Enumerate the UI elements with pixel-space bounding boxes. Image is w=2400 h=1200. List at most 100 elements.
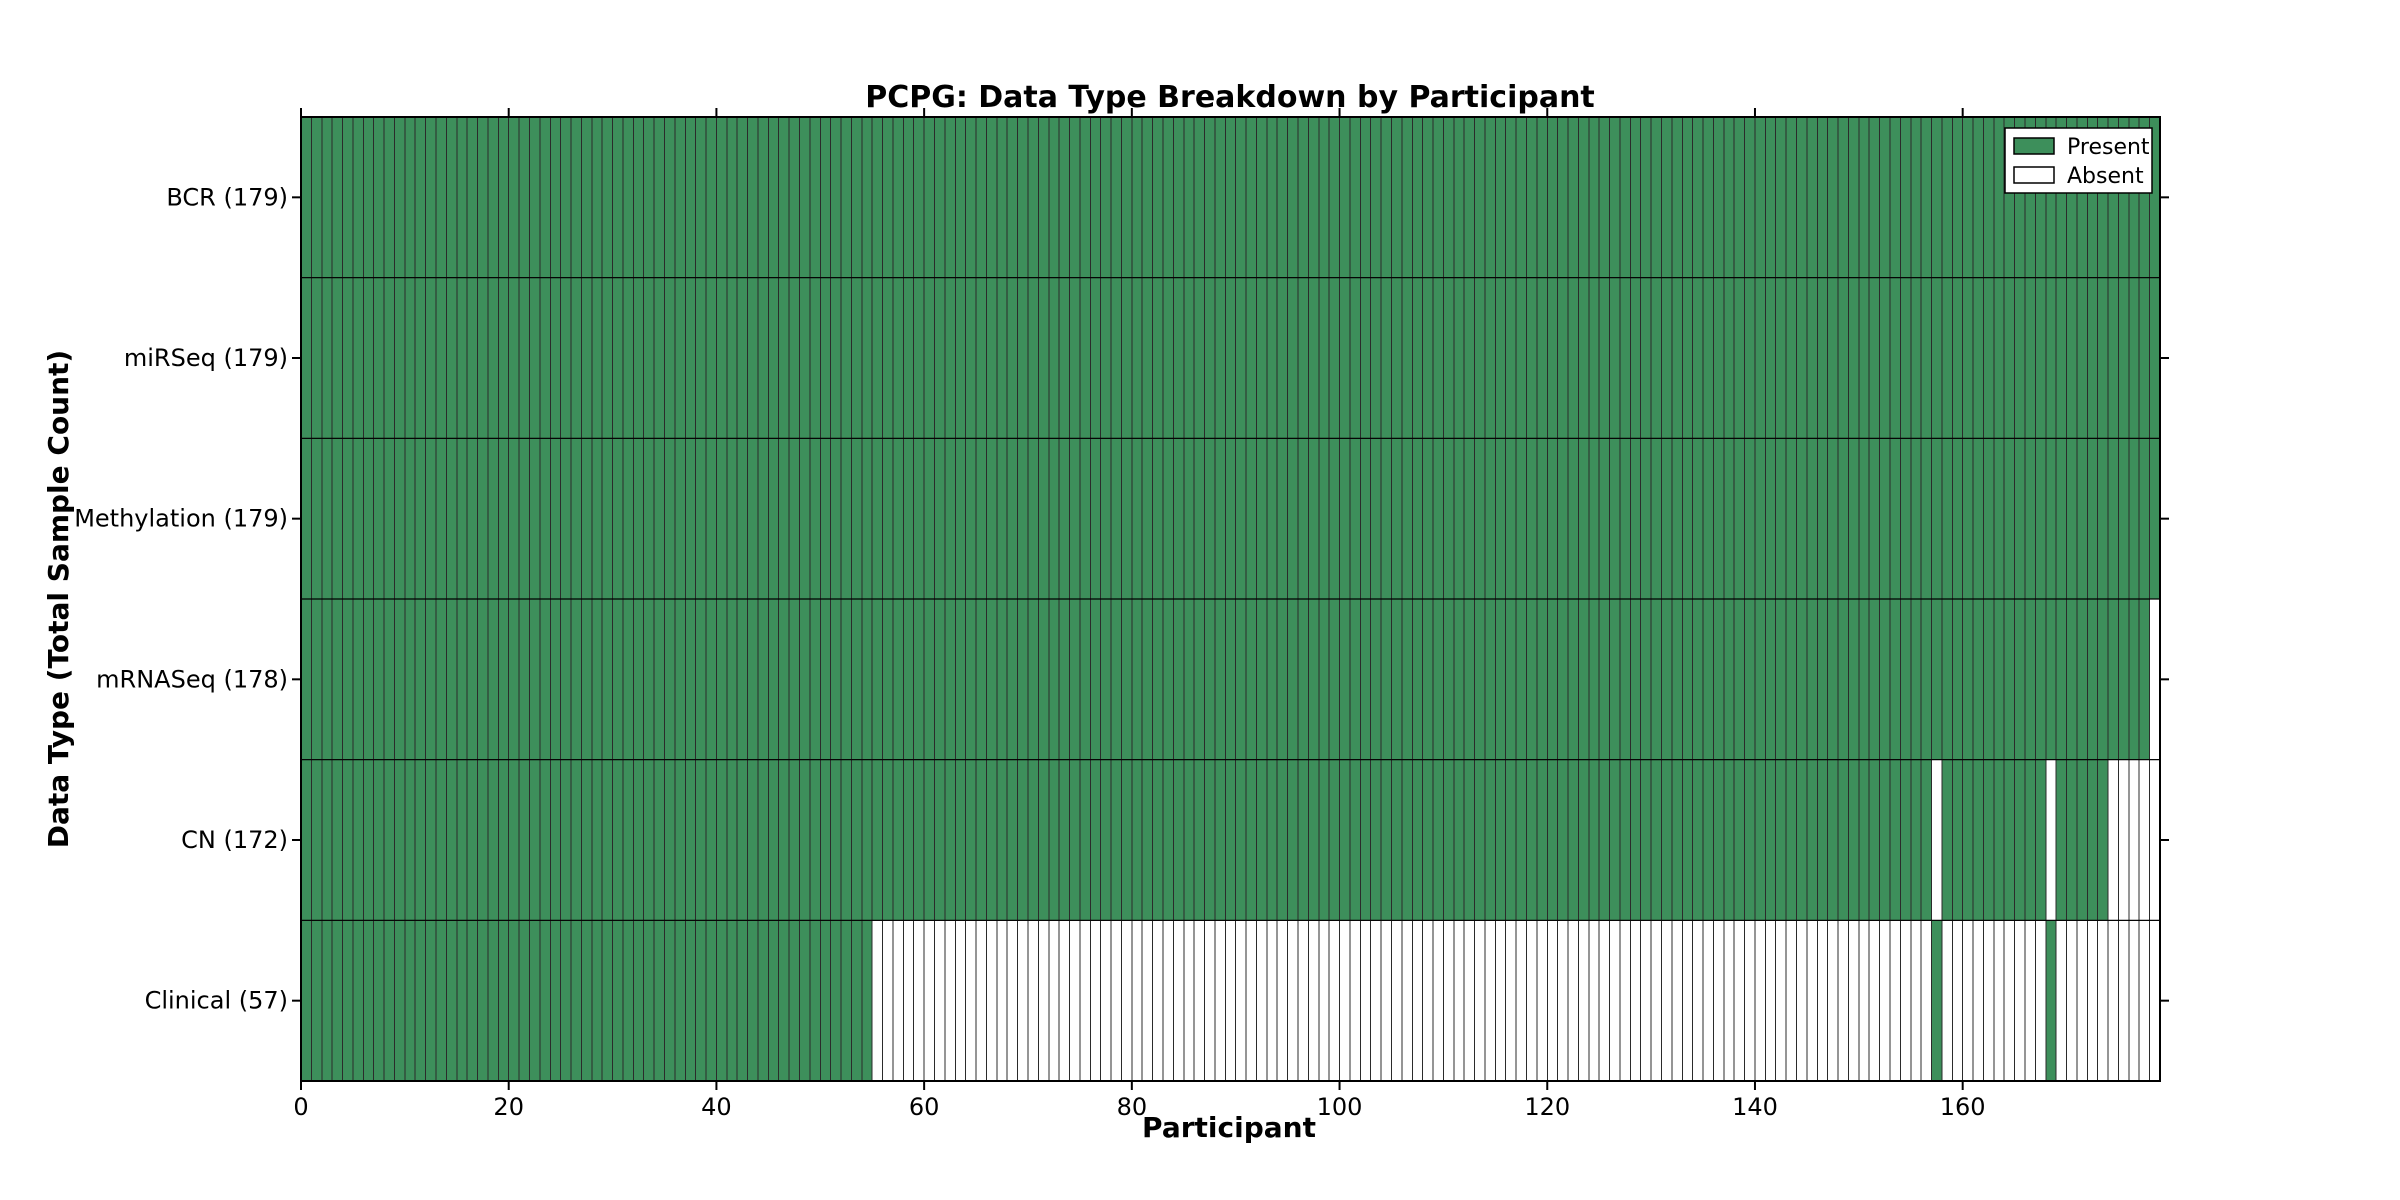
matrix-cell bbox=[2066, 437, 2078, 600]
matrix-cell bbox=[414, 277, 427, 439]
x-tick-label: 80 bbox=[1117, 1093, 1148, 1121]
matrix-cell bbox=[1640, 116, 1652, 279]
matrix-cell bbox=[778, 277, 790, 439]
matrix-cell bbox=[1183, 116, 1195, 279]
matrix-cell bbox=[2014, 919, 2026, 1082]
matrix-cell bbox=[518, 116, 530, 279]
matrix-cell bbox=[1775, 437, 1787, 600]
matrix-cell bbox=[1962, 759, 1974, 921]
matrix-cell bbox=[954, 437, 967, 600]
matrix-cell bbox=[2138, 598, 2151, 761]
matrix-cell bbox=[1619, 116, 1631, 279]
x-tick-label: 0 bbox=[293, 1093, 308, 1121]
matrix-cell bbox=[310, 437, 323, 600]
matrix-cell bbox=[1328, 598, 1341, 761]
matrix-cell bbox=[2138, 759, 2151, 921]
matrix-cell bbox=[850, 116, 863, 279]
matrix-cell bbox=[580, 437, 593, 600]
matrix-cell bbox=[1744, 277, 1756, 439]
matrix-cell bbox=[747, 919, 759, 1082]
matrix-cell bbox=[2076, 759, 2088, 921]
matrix-cell bbox=[1910, 759, 1922, 921]
matrix-cell bbox=[1671, 277, 1683, 439]
matrix-cell bbox=[1764, 277, 1777, 439]
matrix-cell bbox=[1422, 437, 1434, 600]
matrix-cell bbox=[726, 116, 738, 279]
matrix-cell bbox=[425, 277, 437, 439]
matrix-cell bbox=[1390, 919, 1403, 1082]
matrix-cell bbox=[1287, 919, 1299, 1082]
matrix-cell bbox=[1577, 116, 1590, 279]
matrix-cell bbox=[477, 116, 489, 279]
matrix-cell bbox=[2107, 437, 2119, 600]
matrix-cell bbox=[435, 919, 447, 1082]
matrix-cell bbox=[819, 116, 832, 279]
matrix-cell bbox=[352, 116, 364, 279]
matrix-cell bbox=[425, 759, 437, 921]
matrix-cell bbox=[1879, 277, 1891, 439]
matrix-cell bbox=[1754, 598, 1766, 761]
matrix-cell bbox=[726, 598, 738, 761]
matrix-cell bbox=[612, 919, 624, 1082]
matrix-cell bbox=[1588, 116, 1600, 279]
matrix-cell bbox=[809, 277, 821, 439]
matrix-cell bbox=[695, 759, 707, 921]
matrix-cell bbox=[1899, 437, 1912, 600]
matrix-cell bbox=[1858, 116, 1870, 279]
matrix-cell bbox=[632, 598, 645, 761]
matrix-cell bbox=[684, 437, 697, 600]
matrix-cell bbox=[1536, 277, 1548, 439]
matrix-cell bbox=[1089, 116, 1102, 279]
matrix-cell bbox=[2138, 919, 2151, 1082]
matrix-cell bbox=[2086, 598, 2099, 761]
matrix-cell bbox=[1006, 919, 1019, 1082]
matrix-cell bbox=[1557, 116, 1569, 279]
matrix-cell bbox=[1525, 277, 1538, 439]
matrix-cell bbox=[539, 598, 551, 761]
matrix-cell bbox=[1951, 919, 1964, 1082]
matrix-cell bbox=[1307, 919, 1320, 1082]
matrix-cell bbox=[1287, 277, 1299, 439]
matrix-cell bbox=[1307, 437, 1320, 600]
matrix-cell bbox=[1214, 598, 1226, 761]
matrix-cell bbox=[591, 759, 603, 921]
matrix-cell bbox=[1567, 759, 1579, 921]
matrix-cell bbox=[1941, 277, 1953, 439]
matrix-cell bbox=[736, 759, 749, 921]
chart-title: PCPG: Data Type Breakdown by Participant bbox=[865, 80, 1595, 115]
matrix-cell bbox=[809, 116, 821, 279]
matrix-cell bbox=[892, 116, 904, 279]
matrix-cell bbox=[809, 598, 821, 761]
matrix-cell bbox=[1598, 919, 1611, 1082]
matrix-cell bbox=[1339, 116, 1351, 279]
matrix-cell bbox=[518, 759, 530, 921]
matrix-cell bbox=[1536, 598, 1548, 761]
matrix-cell bbox=[414, 598, 427, 761]
matrix-cell bbox=[1982, 759, 1995, 921]
matrix-cell bbox=[456, 277, 468, 439]
matrix-cell bbox=[1816, 437, 1829, 600]
matrix-cell bbox=[612, 598, 624, 761]
matrix-cell bbox=[612, 116, 624, 279]
matrix-cell bbox=[705, 437, 717, 600]
matrix-cell bbox=[1162, 598, 1174, 761]
matrix-cell bbox=[1806, 759, 1818, 921]
matrix-cell bbox=[1100, 437, 1112, 600]
matrix-cell bbox=[1754, 919, 1766, 1082]
matrix-cell bbox=[549, 919, 562, 1082]
y-tick-label: Methylation (179) bbox=[74, 505, 288, 533]
matrix-cell bbox=[1609, 437, 1621, 600]
matrix-cell bbox=[591, 919, 603, 1082]
matrix-cell bbox=[1910, 116, 1922, 279]
matrix-cell bbox=[1141, 919, 1154, 1082]
matrix-cell bbox=[1224, 598, 1237, 761]
legend-label-absent: Absent bbox=[2067, 164, 2144, 189]
plot-tick-labels: 0 20 40 60 80 100 120 140 160 BCR (179) miRSeq (17… bbox=[74, 183, 1985, 1121]
matrix-cell bbox=[1172, 116, 1185, 279]
matrix-cell bbox=[892, 919, 904, 1082]
matrix-cell bbox=[497, 116, 510, 279]
matrix-cell bbox=[1422, 919, 1434, 1082]
matrix-cell bbox=[310, 116, 323, 279]
matrix-cell bbox=[1494, 759, 1507, 921]
matrix-cell bbox=[1131, 759, 1143, 921]
